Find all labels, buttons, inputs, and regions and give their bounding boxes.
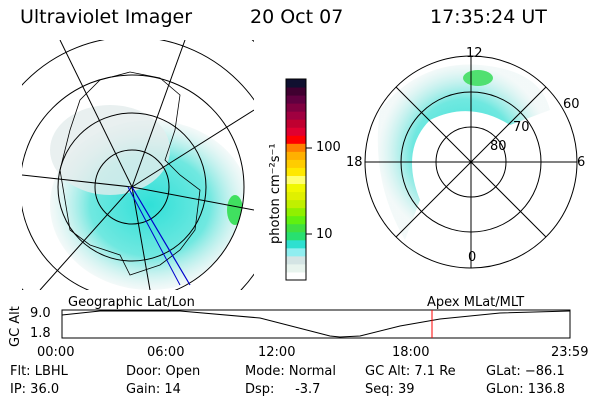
colorbar [286, 79, 306, 281]
colorbar-swatch [286, 199, 306, 209]
colorbar-swatch [286, 247, 306, 257]
colorbar-swatch [286, 95, 306, 104]
info-mode: Mode: Normal [245, 364, 336, 379]
geographic-map [22, 40, 254, 290]
colorbar-swatch [286, 119, 306, 128]
xtick-18: 18:00 [392, 345, 430, 360]
colorbar-swatch [286, 103, 306, 112]
aurora-image-left [50, 105, 244, 290]
colorbar-swatch [286, 183, 306, 193]
colorbar-tick-10: 10 [316, 227, 333, 242]
colorbar-swatch [286, 135, 306, 144]
timeline-ylabel: GC Alt [8, 306, 23, 347]
info-glon: GLon: 136.8 [486, 382, 566, 397]
colorbar-swatch [286, 231, 306, 241]
colorbar-swatch [286, 159, 306, 168]
mlat-60: 60 [563, 97, 580, 112]
colorbar-swatch [286, 255, 306, 265]
mlt-0: 0 [468, 250, 477, 265]
info-gc-alt: GC Alt: 7.1 Re [365, 364, 456, 379]
colorbar-swatch [286, 191, 306, 201]
colorbar-swatch [286, 143, 306, 152]
colorbar-swatch [286, 127, 306, 136]
colorbar-swatch [286, 223, 306, 233]
mlt-12: 12 [466, 46, 483, 61]
colorbar-label: photon cm⁻²s⁻¹ [268, 143, 283, 244]
colorbar-swatch [286, 263, 306, 273]
colorbar-swatch [286, 239, 306, 249]
aurora-image-right [377, 64, 550, 240]
ytick-9: 9.0 [30, 306, 51, 321]
magnetic-polar-plot [364, 55, 578, 269]
colorbar-swatch [286, 271, 306, 281]
mlt-18: 18 [346, 155, 363, 170]
time: 17:35:24 UT [430, 6, 547, 28]
colorbar-swatch [286, 167, 306, 176]
colorbar-swatch [286, 215, 306, 225]
right-plot-label: Apex MLat/MLT [427, 295, 525, 310]
left-plot-label: Geographic Lat/Lon [68, 295, 195, 310]
info-gain: Gain: 14 [126, 382, 181, 397]
info-glat: GLat: −86.1 [486, 364, 565, 379]
colorbar-swatch [286, 87, 306, 96]
xtick-12: 12:00 [258, 345, 296, 360]
xtick-6: 06:00 [147, 345, 185, 360]
mlat-70: 70 [513, 120, 530, 135]
colorbar-swatch [286, 79, 306, 88]
colorbar-swatch [286, 111, 306, 120]
xtick-0: 00:00 [37, 345, 75, 360]
colorbar-swatch [286, 175, 306, 185]
colorbar-swatch [286, 207, 306, 217]
info-ip: IP: 36.0 [10, 382, 60, 397]
info-dsp: Dsp: -3.7 [245, 382, 321, 397]
instrument-title: Ultraviolet Imager [20, 6, 193, 28]
date: 20 Oct 07 [250, 6, 344, 28]
colorbar-tick-100: 100 [316, 140, 341, 155]
info-seq: Seq: 39 [365, 382, 415, 397]
mlat-80: 80 [490, 139, 507, 154]
altitude-timeline [61, 309, 571, 339]
mlt-6: 6 [577, 155, 586, 170]
xtick-end: 23:59 [551, 345, 589, 360]
info-door: Door: Open [126, 364, 201, 379]
colorbar-swatch [286, 151, 306, 160]
info-filter: Flt: LBHL [10, 364, 68, 379]
ytick-1-8: 1.8 [30, 326, 51, 341]
